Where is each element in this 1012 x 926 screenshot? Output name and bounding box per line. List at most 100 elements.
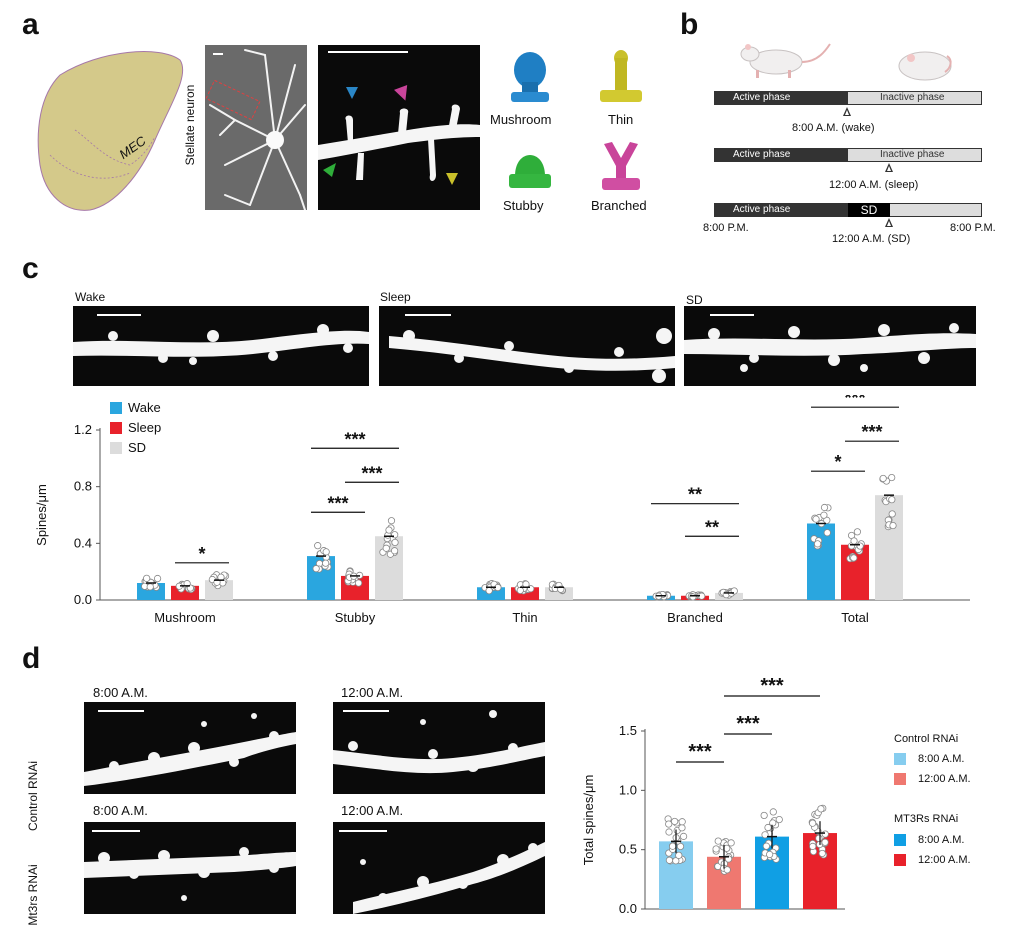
data-point — [888, 473, 896, 482]
significance-label: * — [834, 452, 841, 472]
data-point — [888, 510, 896, 518]
data-point — [522, 580, 530, 588]
y-tick-label: 0.4 — [74, 535, 92, 550]
mt3rs-12am-dendrite-image — [333, 822, 545, 914]
wake-marker-label: 8:00 A.M. (wake) — [792, 122, 875, 134]
data-point — [516, 586, 524, 595]
legend-label: Sleep — [128, 420, 161, 435]
data-point — [354, 579, 363, 587]
legend-swatch — [110, 422, 122, 434]
data-point — [322, 548, 330, 556]
timeline-row-sd: Active phase SD — [714, 203, 982, 217]
data-point — [766, 850, 774, 859]
active-phase-bar: Active phase — [715, 204, 866, 216]
y-axis-label: Total spines/μm — [581, 775, 596, 866]
sd-box: SD — [848, 203, 890, 217]
x-category-label: Total — [841, 610, 869, 625]
x-category-label: Mushroom — [154, 610, 215, 625]
data-point — [853, 528, 862, 536]
sd-marker-icon — [885, 218, 893, 227]
wake-marker-icon — [843, 107, 851, 116]
data-point — [665, 856, 674, 864]
legend-swatch-ctrl-12am — [894, 773, 906, 785]
stellate-neuron-label: Stellate neuron — [183, 84, 197, 166]
active-phase-bar: Active phase — [715, 149, 866, 161]
legend-swatch-ctrl-8am — [894, 753, 906, 765]
data-point — [391, 538, 399, 547]
y-tick-label: 0.0 — [619, 901, 637, 916]
data-point — [769, 819, 777, 827]
bar — [205, 580, 233, 600]
data-point — [714, 837, 722, 845]
data-point — [879, 474, 887, 483]
data-point — [809, 819, 817, 827]
panel-letter-d: d — [22, 642, 41, 675]
data-point — [817, 805, 825, 813]
data-point — [665, 828, 673, 836]
spine-density-bar-chart: 0.0 0.4 0.8 1.2 Spines/μm Mushroom Stubby Thin B… — [34, 395, 970, 625]
y-tick-label: 1.2 — [74, 422, 92, 437]
mushroom-spine-icon — [511, 52, 549, 102]
dendrite-zoom-image — [318, 45, 480, 210]
y-tick-label: 1.0 — [619, 782, 637, 797]
branched-spine-icon — [602, 142, 640, 190]
mt3rs-rnai-row-label: Mt3rs RNAi — [26, 864, 40, 926]
significance-label: *** — [861, 422, 882, 442]
panel-letter-a: a — [22, 8, 39, 41]
data-point — [312, 565, 320, 573]
panel-letter-b: b — [680, 8, 699, 41]
mt3rs-8am-dendrite-image — [84, 822, 296, 914]
data-point — [723, 866, 731, 874]
data-point — [821, 838, 829, 846]
legend-swatch — [110, 402, 122, 414]
data-point — [813, 540, 822, 548]
significance-label: *** — [844, 395, 865, 408]
x-category-label: Thin — [512, 610, 537, 625]
panel-letter-c: c — [22, 252, 39, 285]
data-point — [775, 815, 783, 824]
data-point — [820, 503, 829, 512]
bar — [875, 495, 903, 600]
sleep-marker-label: 12:00 A.M. (sleep) — [829, 179, 919, 191]
legend-label-mt3rs-8am: 8:00 A.M. — [918, 834, 965, 846]
y-tick-label: 1.5 — [619, 723, 637, 738]
inactive-phase-bar: Inactive phase — [848, 149, 981, 161]
data-point — [823, 529, 831, 537]
stellate-neuron-image — [205, 45, 307, 210]
inactive-phase-bar: Inactive phase — [848, 92, 981, 104]
bar — [841, 544, 869, 600]
thin-spine-icon — [600, 50, 642, 102]
awake-mouse-icon — [740, 43, 831, 78]
y-tick-label: 0.5 — [619, 842, 637, 857]
bar — [807, 523, 835, 600]
legend-swatch-mt3rs-8am — [894, 834, 906, 846]
data-point — [485, 587, 493, 595]
data-point — [727, 839, 735, 847]
data-point — [382, 544, 390, 552]
data-point — [665, 820, 673, 828]
significance-label: *** — [344, 429, 365, 449]
mushroom-label: Mushroom — [490, 112, 552, 127]
sleep-marker-icon — [885, 163, 893, 172]
significance-label: * — [198, 544, 205, 564]
data-point — [678, 824, 686, 832]
control-rnai-row-label: Control RNAi — [26, 760, 40, 832]
significance-label: *** — [760, 675, 784, 697]
timeline-row-sleep: Active phase Inactive phase — [714, 148, 982, 162]
data-point — [678, 818, 686, 826]
legend-group-control: Control RNAi — [894, 733, 959, 745]
legend-swatch — [110, 442, 122, 454]
significance-label: *** — [736, 713, 760, 735]
sleeping-mouse-icon — [898, 51, 952, 81]
data-point — [850, 537, 858, 545]
significance-label: *** — [327, 493, 348, 513]
data-point — [815, 834, 823, 842]
sd-dendrite-image — [684, 306, 976, 386]
wake-dendrite-image — [73, 306, 369, 386]
data-point — [387, 517, 396, 525]
data-point — [856, 542, 864, 550]
data-point — [146, 583, 154, 591]
legend-group-mt3rs: MT3Rs RNAi — [894, 813, 959, 825]
data-point — [769, 808, 777, 816]
